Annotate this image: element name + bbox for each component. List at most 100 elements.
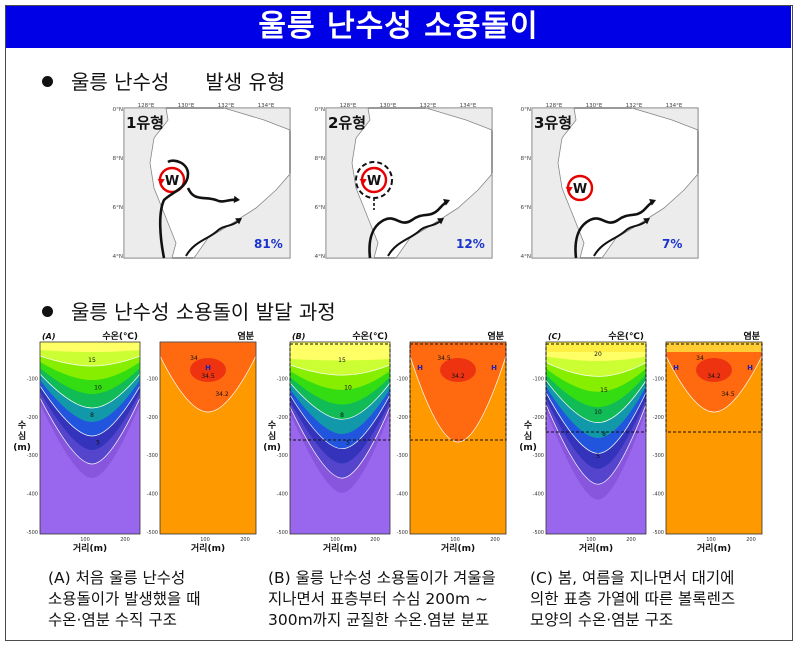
current-path	[574, 199, 655, 259]
sal-label: 염분	[743, 330, 760, 342]
lon-tick-label: 128°E	[138, 103, 155, 109]
sal-core	[410, 342, 506, 443]
depth-tick: -300	[27, 453, 38, 459]
depth-tick: -200	[397, 415, 408, 421]
section-heading-part: 울릉 난수성	[71, 70, 170, 94]
caption-line: (A) 처음 울릉 난수성	[48, 569, 186, 587]
x-label: 거리(m)	[323, 542, 357, 554]
lat-tick-label: 40°N	[112, 107, 123, 113]
section-heading-types: 울릉 난수성 발생 유형	[42, 66, 285, 95]
map-type-3: 128°E 130°E 132°E 134°E 40°N 38°N 36°N 34°N 3유형 7…	[517, 100, 702, 270]
temp-band	[40, 342, 140, 352]
temp-surface-band	[546, 342, 646, 352]
profile-panel-b: 15 10 8 5 34.5 34.2 H H (B) 수온(℃) 염분 -100 -100 -200 -2…	[263, 328, 516, 564]
temp-contour-label: 5	[346, 440, 350, 447]
arrow-head	[643, 218, 650, 225]
depth-label: 수	[524, 420, 532, 431]
depth-label: (m)	[14, 443, 31, 453]
x-tick: 100	[80, 537, 90, 543]
lon-tick-label: 130°E	[380, 103, 397, 109]
depth-tick: -100	[27, 376, 38, 382]
caption-line: 소용돌이가 발생했을 때	[48, 590, 201, 608]
temp-contour-label: 15	[88, 357, 96, 364]
sal-frame	[665, 341, 763, 535]
lon-tick-label: 134°E	[460, 103, 477, 109]
lat-tick-label: 40°N	[520, 107, 531, 113]
type-label: 1유형	[126, 114, 164, 132]
caption-line: 수온·염분 수직 구조	[48, 611, 177, 629]
high-marker: H	[417, 364, 423, 372]
depth-tick: -300	[653, 453, 664, 459]
depth-tick: -100	[653, 376, 664, 382]
x-tick: 200	[626, 537, 636, 543]
depth-tick: -100	[147, 376, 158, 382]
temp-contour-label: 15	[338, 357, 346, 364]
caption-line: (B) 울릉 난수성 소용돌이가 겨울을	[268, 569, 496, 587]
depth-label: 심	[268, 430, 276, 442]
figure-frame: 울릉 난수성 소용돌이	[5, 5, 793, 641]
temp-contour-label: 8	[602, 431, 606, 438]
mixed-layer-box	[665, 343, 763, 433]
depth-tick: -200	[27, 415, 38, 421]
lon-tick-label: 132°E	[218, 103, 235, 109]
temp-label: 수온(℃)	[608, 331, 644, 342]
type-label: 2유형	[328, 114, 366, 132]
current-path-branch	[387, 219, 443, 257]
lat-tick-label: 34°N	[314, 254, 325, 260]
depth-tick: -500	[147, 530, 158, 536]
temp-contour-label: 5	[596, 453, 600, 460]
lat-tick-label: 34°N	[520, 254, 531, 260]
sal-contour-label: 34.2	[451, 373, 465, 380]
temp-contour-label: 5	[96, 440, 100, 447]
korea-landmass	[325, 107, 379, 259]
lat-tick-label: 38°N	[520, 156, 531, 162]
temp-contour-label: 20	[594, 351, 602, 358]
depth-tick: -100	[277, 376, 288, 382]
temp-frame	[39, 341, 141, 535]
temp-contour-label: 15	[600, 387, 608, 394]
depth-tick: -300	[397, 453, 408, 459]
eddy-marker: W	[573, 182, 587, 197]
mixed-layer-box	[409, 343, 507, 441]
x-tick: 200	[370, 537, 380, 543]
caption-line: (C) 봄, 여름을 지나면서 대기에	[530, 569, 735, 587]
mixed-layer-box	[545, 343, 647, 433]
x-tick: 200	[490, 537, 500, 543]
high-marker: H	[205, 364, 211, 372]
section-heading-process: 울릉 난수성 소용돌이 발달 과정	[42, 296, 336, 325]
temp-contour-label: 10	[594, 409, 602, 416]
map-type-2: 128°E 130°E 132°E 134°E 40°N 38°N 36°N 34°N 2유형 1…	[311, 100, 496, 270]
lon-tick-label: 132°E	[420, 103, 437, 109]
lon-tick-label: 132°E	[626, 103, 643, 109]
lat-tick-label: 36°N	[112, 205, 123, 211]
arrow-head	[235, 218, 242, 225]
current-path-branch	[185, 219, 241, 257]
temp-field	[290, 342, 390, 534]
temp-frame	[545, 341, 647, 535]
depth-tick: -400	[147, 492, 158, 498]
x-label: 거리(m)	[441, 542, 475, 554]
x-tick: 100	[450, 537, 460, 543]
depth-tick: -400	[397, 492, 408, 498]
x-label: 거리(m)	[697, 542, 731, 554]
x-label: 거리(m)	[191, 542, 225, 554]
arrow-head	[565, 186, 573, 193]
depth-tick: -500	[653, 530, 664, 536]
lon-tick-label: 128°E	[546, 103, 563, 109]
sal-max	[440, 358, 476, 382]
depth-tick: -200	[277, 415, 288, 421]
depth-tick: -400	[277, 492, 288, 498]
panel-label: (B)	[292, 332, 305, 341]
lat-tick-label: 38°N	[112, 156, 123, 162]
lon-tick-label: 130°E	[586, 103, 603, 109]
type-percent: 81%	[254, 237, 283, 251]
sal-contour-label: 34.2	[707, 373, 721, 380]
depth-tick: -500	[27, 530, 38, 536]
sal-field	[666, 342, 762, 534]
sal-contour-label: 34.2	[215, 391, 229, 398]
arrow-head	[157, 178, 165, 185]
depth-tick: -200	[147, 415, 158, 421]
depth-label: 심	[18, 430, 26, 442]
eddy-marker: W	[367, 174, 381, 189]
depth-tick: -100	[397, 376, 408, 382]
